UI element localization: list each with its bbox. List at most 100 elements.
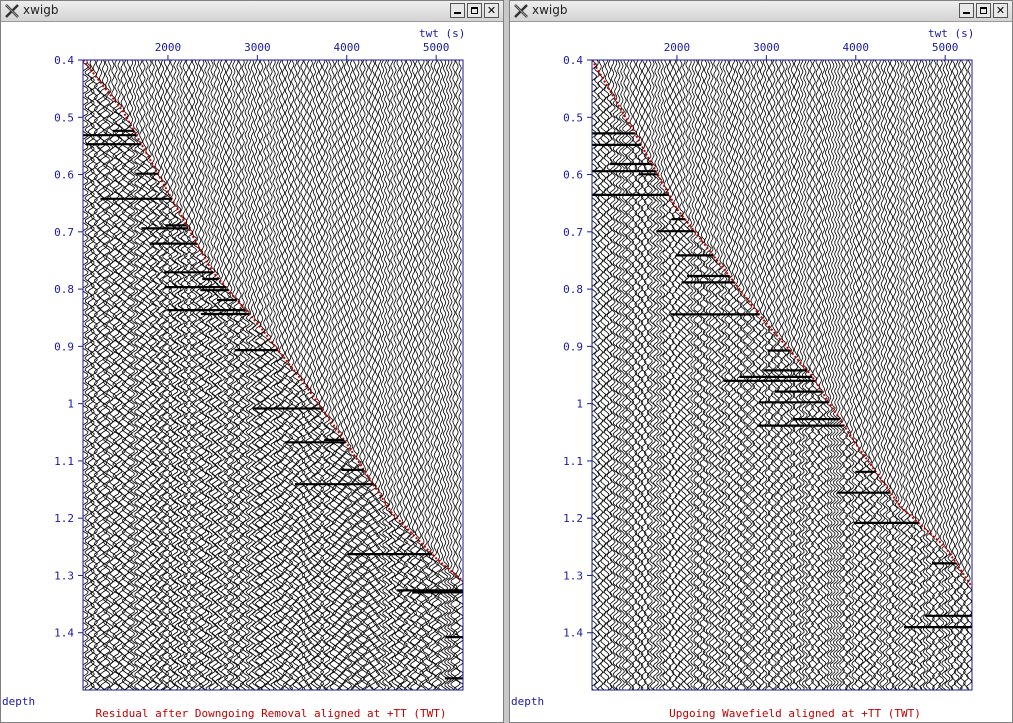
trace: [453, 60, 461, 690]
trace: [959, 60, 966, 690]
x-logo-icon: [514, 4, 528, 18]
trace: [177, 60, 185, 690]
trace: [628, 60, 635, 690]
close-button[interactable]: ✕: [484, 3, 499, 18]
minimize-button[interactable]: [959, 3, 974, 18]
trace: [699, 60, 706, 690]
trace: [319, 60, 328, 690]
trace: [381, 60, 390, 690]
trace: [360, 60, 368, 690]
trace: [369, 60, 378, 690]
maximize-button[interactable]: [467, 3, 482, 18]
trace: [854, 60, 861, 690]
trace: [603, 60, 610, 690]
trace: [832, 60, 839, 690]
trace: [189, 60, 198, 690]
trace: [814, 60, 821, 690]
x-logo-icon: [5, 4, 19, 18]
trace: [714, 60, 722, 690]
trace: [935, 60, 942, 690]
trace: [437, 60, 446, 690]
trace: [829, 60, 836, 690]
trace: [416, 60, 424, 690]
title-bar[interactable]: xwigb ✕: [510, 1, 1012, 22]
trace: [270, 60, 278, 690]
xwigb-window-left: xwigb ✕ 2000 3000 4000 5000 0.4 0.5 0.6 0.7 0.8 0…: [0, 0, 504, 723]
trace: [835, 60, 842, 690]
trace: [140, 60, 148, 690]
trace: [112, 60, 120, 690]
x-tick-label: 5000: [932, 41, 959, 54]
trace: [357, 60, 365, 690]
trace: [124, 60, 133, 690]
trace: [341, 60, 350, 690]
x-tick-label: 3000: [244, 41, 271, 54]
minimize-button[interactable]: [450, 3, 465, 18]
trace: [248, 60, 257, 690]
trace: [335, 60, 343, 690]
trace: [749, 60, 756, 690]
trace: [288, 60, 297, 690]
trace: [152, 60, 161, 690]
trace: [323, 60, 331, 690]
trace: [928, 60, 935, 690]
y-tick-label: 1.3: [54, 569, 74, 582]
x-tick-label: 4000: [334, 41, 361, 54]
trace: [631, 60, 638, 690]
trace: [665, 60, 672, 690]
trace: [391, 60, 399, 690]
trace: [233, 60, 241, 690]
maximize-button[interactable]: [976, 3, 991, 18]
y-tick-label: 0.7: [563, 226, 583, 239]
trace: [947, 60, 954, 690]
y-axis-label: depth: [511, 695, 544, 708]
trace: [680, 60, 687, 690]
title-bar[interactable]: xwigb ✕: [1, 1, 503, 22]
trace: [953, 60, 960, 690]
trace: [363, 60, 371, 690]
trace: [180, 60, 188, 690]
wiggle-plot[interactable]: 2000 3000 4000 5000 0.4 0.5 0.6 0.7 0.8 0.9 1 1.1 1.…: [1, 22, 503, 722]
trace: [693, 60, 700, 690]
window-title: xwigb: [532, 3, 568, 17]
y-tick-label: 1.2: [563, 512, 583, 525]
trace: [792, 60, 799, 690]
trace: [696, 60, 703, 690]
trace: [721, 60, 728, 690]
trace: [174, 60, 182, 690]
trace: [848, 60, 855, 690]
window-title: xwigb: [23, 3, 59, 17]
y-tick-label: 0.8: [54, 283, 74, 296]
y-tick-label: 1: [576, 398, 583, 411]
trace: [600, 60, 607, 690]
trace: [186, 60, 195, 690]
y-tick-label: 0.5: [563, 111, 583, 124]
trace: [347, 60, 356, 690]
trace: [773, 60, 780, 690]
trace: [133, 60, 142, 690]
trace: [950, 60, 957, 690]
trace: [226, 60, 235, 690]
trace: [910, 60, 917, 690]
trace: [916, 60, 923, 690]
trace: [944, 60, 951, 690]
trace: [211, 60, 219, 690]
trace: [338, 60, 347, 690]
wiggle-plot[interactable]: 2000 3000 4000 5000 0.4 0.5 0.6 0.7 0.8 0.9 1 1.1 1.…: [510, 22, 1012, 722]
trace: [900, 60, 908, 690]
x-tick-label: 2000: [155, 41, 182, 54]
y-tick-label: 0.6: [54, 169, 74, 182]
trace: [316, 60, 325, 690]
trace: [801, 60, 808, 690]
trace: [857, 60, 864, 690]
trace: [273, 60, 281, 690]
trace: [851, 60, 858, 690]
y-tick-label: 0.9: [563, 340, 583, 353]
y-tick-label: 0.4: [54, 54, 74, 67]
trace: [83, 60, 89, 689]
xwigb-window-right: xwigb ✕ 2000 3000 4000 5000 0.4 0.5 0.6 0.7 0.8 0…: [509, 0, 1013, 723]
trace: [350, 60, 359, 690]
close-button[interactable]: ✕: [993, 3, 1008, 18]
trace: [888, 60, 895, 690]
trace: [239, 60, 247, 690]
